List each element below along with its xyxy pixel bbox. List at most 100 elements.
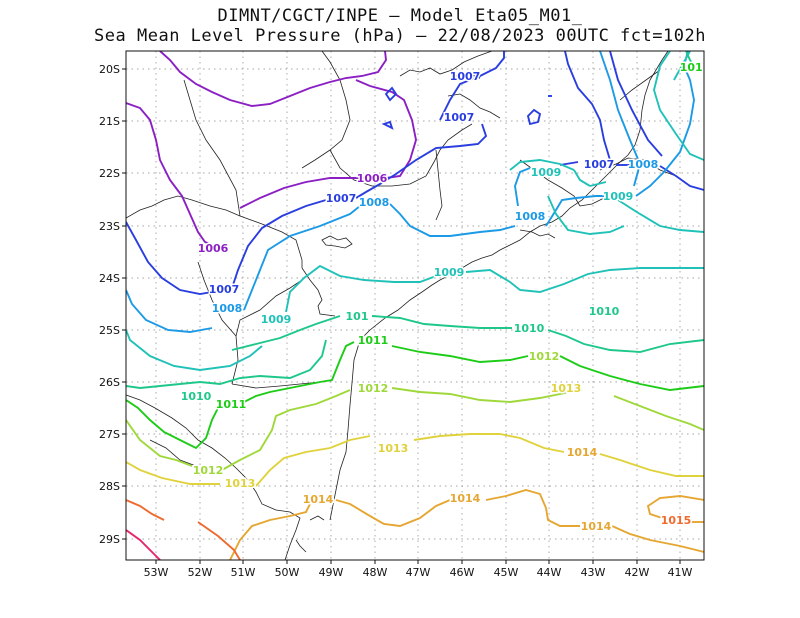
lon-tick-label: 41W [668,566,693,579]
isobar-label-1015: 1015 [661,514,692,527]
isobar-label-1011: 1011 [680,61,711,74]
lon-tick-label: 48W [363,566,388,579]
isobar-1007-c [355,123,488,199]
isobar-label-1009: 1009 [434,266,465,279]
isobar-label-1008: 1008 [212,302,243,315]
isobar-label-1007: 1007 [444,111,475,124]
isobar-1007-loop4 [381,120,394,130]
isobar-1012-c [391,387,583,403]
isobar-1014-a [229,503,311,560]
isobar-1012-b [221,389,351,471]
isobar-1011-b [243,341,355,403]
isobar-1007-e [455,73,481,79]
isobar-1016-a [126,529,161,560]
isobar-1007-i [659,165,704,191]
isobar-1008-g [599,51,642,187]
lat-tick-label: 24S [99,272,120,285]
isobar-label-1013: 1013 [225,477,256,490]
lon-tick-label: 49W [319,566,344,579]
isobar-1010-e [685,51,695,67]
lat-tick-label: 21S [99,115,120,128]
isobar-lines [126,51,704,560]
isobar-label-1014: 1014 [450,492,481,505]
isobar-1014-d [611,525,704,553]
map-title-line1: DIMNT/CGCT/INPE – Model Eta05_M01_ [217,6,583,26]
isobar-1009-d [509,159,575,171]
isobar-1007-loop2 [384,86,398,102]
isobar-1014-e [646,495,704,519]
isobar-1013-d [599,453,704,477]
isobar-1008-d [514,167,531,207]
isobar-label-1013: 1013 [378,442,409,455]
lat-tick-label: 29S [99,533,120,546]
isobar-1009-g [617,199,704,233]
isobar-1008-e [545,195,604,227]
isobar-1009-e [573,169,591,187]
isobar-1009-f [589,181,607,187]
isobar-1006-a [126,102,216,247]
isobar-1011-a [126,399,219,450]
lon-tick-label: 44W [537,566,562,579]
lon-tick-label: 47W [406,566,431,579]
lon-tick-label: 53W [144,566,169,579]
isobar-label-1006: 1006 [198,242,229,255]
isobar-label-1007: 1007 [450,70,481,83]
isobar-label-1012: 1012 [358,382,389,395]
map-title-line2: Sea Mean Level Pressure (hPa) – 22/08/20… [94,26,706,46]
lon-tick-label: 52W [188,566,213,579]
map-frame [125,50,705,561]
isobar-label-1010: 1010 [514,322,545,335]
lat-tick-label: 25S [99,324,120,337]
isobar-label-1010: 1010 [181,390,212,403]
lat-tick-label: 20S [99,63,120,76]
isobar-1008-f [635,51,695,197]
isobar-1013-c [413,433,565,453]
isobar-1007-d [439,51,505,121]
isobar-1007-b [231,199,327,289]
isobar-label-1011: 1011 [216,398,247,411]
isobar-1006-b [159,51,387,107]
lon-tick-label: 43W [581,566,606,579]
isobar-1012-a [126,419,193,467]
isobar-label-1014: 1014 [581,520,612,533]
isobar-1010-c [547,329,704,353]
isobar-label-1007: 1007 [584,158,615,171]
isobar-1015-a [126,499,165,521]
lon-tick-label: 45W [494,566,519,579]
isobar-label-1013: 1013 [551,382,582,395]
lat-tick-label: 27S [99,428,120,441]
isobar-1012-d [613,395,704,431]
isobar-label-1014: 1014 [567,446,598,459]
lon-tick-label: 51W [231,566,256,579]
isobar-1006-c [239,177,366,209]
lat-tick-label: 22S [99,167,120,180]
isobar-1008-b [243,205,361,311]
isobar-label-1007: 1007 [209,283,240,296]
lat-tick-label: 23S [99,220,120,233]
isobar-label-1009: 1009 [603,190,634,203]
isobar-1010-b [371,315,512,329]
isobar-1009-a [126,329,263,371]
isobar-label-1008: 1008 [515,210,546,223]
isobar-label-1010: 1010 [589,305,620,318]
isobar-label-1007: 1007 [326,192,357,205]
isobar-label-1012: 1012 [529,350,560,363]
isobar-label-1009: 1009 [531,166,562,179]
isobar-1007-loop1 [526,108,542,126]
isobar-1008-a [126,289,213,333]
lon-tick-label: 46W [450,566,475,579]
isobar-1010-d [231,315,341,351]
isobar-1007-a [126,221,213,295]
isobar-label-1008: 1008 [359,196,390,209]
axis-ticks: 20S 21S 22S 23S 24S 25S 26S 27S 28S 29S 53W 52W 51W 5… [99,63,693,579]
isobar-1009-b [285,264,437,313]
isobar-1015-b [197,521,241,560]
isobar-1014-b [335,499,451,527]
isobar-1007-f [564,51,611,161]
isobar-label-1010: 101 [346,310,369,323]
isobar-1009-h [547,195,625,235]
isobar-1006-d [355,79,417,179]
coastline-and-borders [126,51,677,560]
